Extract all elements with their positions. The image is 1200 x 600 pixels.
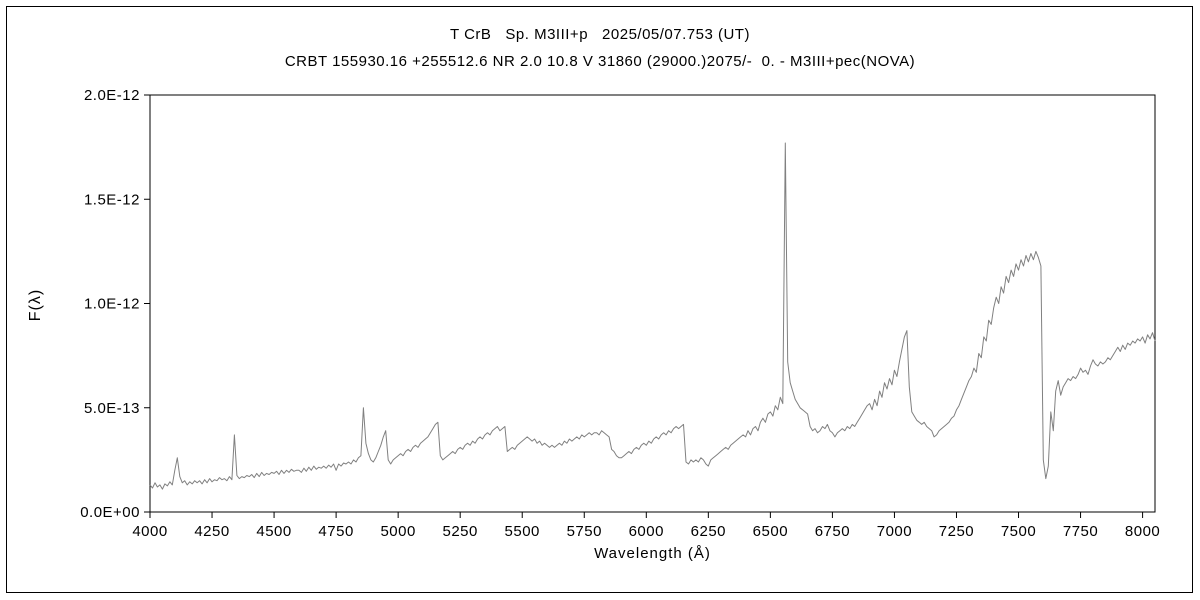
x-tick-label: 6000	[629, 523, 664, 540]
x-axis-label: Wavelength (Å)	[594, 545, 711, 562]
x-tick-label: 6750	[815, 523, 850, 540]
y-tick-label: 1.0E-12	[84, 296, 140, 313]
y-tick-label: 1.5E-12	[84, 191, 140, 208]
x-tick-label: 7000	[877, 523, 912, 540]
title-primary: T CrB Sp. M3III+p 2025/05/07.753 (UT)	[450, 26, 750, 43]
x-tick-label: 4250	[194, 523, 229, 540]
x-tick-label: 4000	[132, 523, 167, 540]
x-tick-label: 5250	[442, 523, 477, 540]
plot-frame	[149, 94, 1156, 513]
x-tick-label: 7250	[939, 523, 974, 540]
spectrum-line	[149, 142, 1156, 490]
x-tick-label: 6500	[753, 523, 788, 540]
title-secondary: CRBT 155930.16 +255512.6 NR 2.0 10.8 V 3…	[284, 53, 916, 70]
x-tick-label: 5000	[380, 523, 415, 540]
x-tick-label: 7750	[1063, 523, 1098, 540]
x-tick-label: 5500	[505, 523, 540, 540]
y-tick-label: 2.0E-12	[84, 87, 140, 104]
x-tick-label: 7500	[1001, 523, 1036, 540]
y-tick-label: 0.0E+00	[80, 504, 140, 521]
x-tick-label: 4750	[318, 523, 353, 540]
x-tick-label: 4500	[256, 523, 291, 540]
figure-border	[6, 6, 1193, 593]
x-tick-label: 8000	[1125, 523, 1160, 540]
x-tick-label: 6250	[691, 523, 726, 540]
x-tick-label: 5750	[567, 523, 602, 540]
y-tick-label: 5.0E-13	[84, 400, 140, 417]
